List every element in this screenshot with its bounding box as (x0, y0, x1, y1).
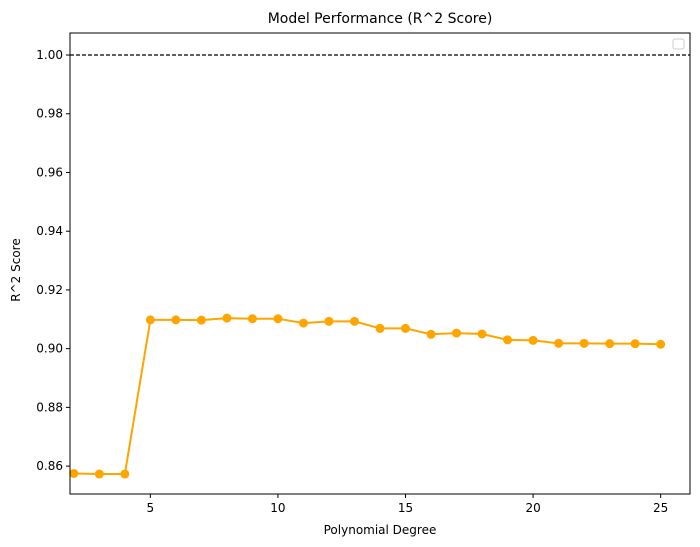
data-point (298, 318, 308, 328)
data-point (554, 338, 564, 348)
data-point (375, 323, 385, 333)
data-point (94, 469, 104, 479)
y-tick-label: 0.86 (36, 459, 63, 473)
data-point (426, 329, 436, 339)
data-point (145, 315, 155, 325)
y-tick-label: 0.94 (36, 224, 63, 238)
series-line (73, 317, 661, 476)
data-point (247, 314, 257, 324)
plot-area: 5 10 15 20 25 0.86 0.88 0.90 0.92 0.94 0.96 0.98 1.0… (36, 32, 691, 515)
legend-box (672, 38, 685, 50)
y-tick-label: 0.90 (36, 342, 63, 356)
data-point (222, 313, 232, 323)
data-point (120, 469, 130, 479)
chart-title: Model Performance (R^2 Score) (268, 11, 493, 27)
y-tick-label: 0.88 (36, 400, 63, 414)
y-axis-label: R^2 Score (9, 238, 23, 301)
data-point (579, 338, 589, 348)
data-point (324, 316, 334, 326)
plot-frame (69, 32, 691, 495)
y-tick-label: 0.98 (36, 107, 63, 121)
y-tick-label: 0.92 (36, 283, 63, 297)
data-point (196, 315, 206, 325)
data-point (528, 335, 538, 345)
x-tick-label: 25 (653, 501, 668, 515)
data-point (477, 329, 487, 339)
data-point (452, 328, 462, 338)
y-tick-label: 1.00 (36, 48, 63, 62)
data-point (401, 323, 411, 333)
data-point (69, 468, 79, 478)
x-tick-label: 5 (147, 501, 155, 515)
x-tick-label: 15 (398, 501, 413, 515)
data-point (605, 339, 615, 349)
data-point (503, 335, 513, 345)
data-point (656, 339, 666, 349)
y-tick-label: 0.96 (36, 165, 63, 179)
data-point (273, 314, 283, 324)
data-point (630, 339, 640, 349)
x-tick-label: 20 (525, 501, 540, 515)
x-axis-label: Polynomial Degree (324, 523, 437, 537)
data-point (171, 315, 181, 325)
data-point (349, 316, 359, 326)
x-tick-label: 10 (270, 501, 285, 515)
